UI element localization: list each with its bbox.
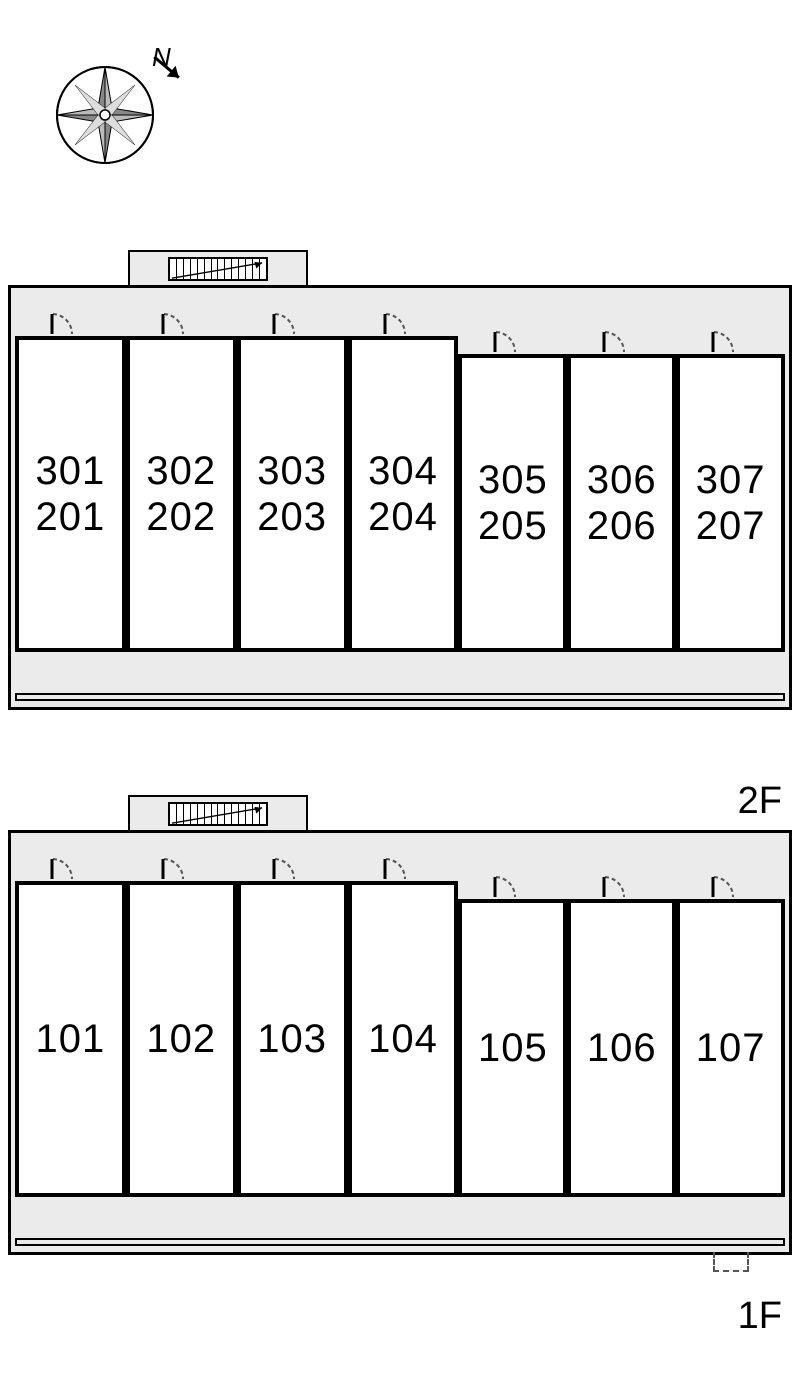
unit-number: 201 — [36, 494, 106, 540]
unit-cell: 102 — [126, 881, 237, 1197]
unit-cell: 303203 — [237, 336, 348, 652]
unit-number: 207 — [696, 503, 766, 549]
unit-cell: 101 — [15, 881, 126, 1197]
balcony-bar-2f — [15, 693, 785, 701]
unit-number: 101 — [36, 1016, 106, 1062]
floor-label-1f: 1F — [738, 1295, 782, 1338]
unit-cell: 304204 — [348, 336, 459, 652]
unit-cell: 306206 — [567, 354, 676, 652]
unit-number: 104 — [368, 1016, 438, 1062]
door-icon — [600, 314, 644, 354]
north-label: N — [152, 42, 171, 72]
unit-cell: 104 — [348, 881, 459, 1197]
door-icon — [709, 859, 753, 899]
door-icon — [159, 296, 203, 336]
door-icon — [381, 296, 425, 336]
door-icon — [491, 859, 535, 899]
floor-label-2f: 2F — [738, 780, 782, 823]
unit-number: 304 — [368, 448, 438, 494]
balcony-bar-1f — [15, 1238, 785, 1246]
door-icon — [491, 314, 535, 354]
unit-number: 203 — [257, 494, 327, 540]
unit-number: 305 — [478, 457, 548, 503]
unit-number: 105 — [478, 1025, 548, 1071]
unit-cell: 305205 — [458, 354, 567, 652]
door-icon — [600, 859, 644, 899]
unit-cell: 103 — [237, 881, 348, 1197]
unit-number: 102 — [146, 1016, 216, 1062]
floor-2-plan: 3012013022023032033042043052053062063072… — [8, 285, 792, 710]
unit-number: 205 — [478, 503, 548, 549]
unit-number: 301 — [36, 448, 106, 494]
unit-number: 306 — [587, 457, 657, 503]
unit-cell: 105 — [458, 899, 567, 1197]
door-icon — [270, 841, 314, 881]
floor-1-plan: 101 102 103 104 105 106 107 — [8, 830, 792, 1255]
door-icon — [270, 296, 314, 336]
staircase-1f — [128, 795, 308, 830]
exit-notch-1f — [713, 1252, 749, 1272]
unit-cell: 106 — [567, 899, 676, 1197]
unit-number: 206 — [587, 503, 657, 549]
unit-number: 106 — [587, 1025, 657, 1071]
unit-number: 302 — [146, 448, 216, 494]
door-icon — [48, 841, 92, 881]
door-icon — [381, 841, 425, 881]
unit-cell: 307207 — [676, 354, 785, 652]
unit-number: 307 — [696, 457, 766, 503]
unit-number: 103 — [257, 1016, 327, 1062]
unit-number: 303 — [257, 448, 327, 494]
unit-number: 202 — [146, 494, 216, 540]
door-icon — [48, 296, 92, 336]
unit-cell: 107 — [676, 899, 785, 1197]
unit-cell: 302202 — [126, 336, 237, 652]
compass-rose: N — [40, 30, 200, 195]
staircase-2f — [128, 250, 308, 285]
unit-cell: 301201 — [15, 336, 126, 652]
door-icon — [159, 841, 203, 881]
unit-number: 107 — [696, 1025, 766, 1071]
unit-number: 204 — [368, 494, 438, 540]
door-icon — [709, 314, 753, 354]
